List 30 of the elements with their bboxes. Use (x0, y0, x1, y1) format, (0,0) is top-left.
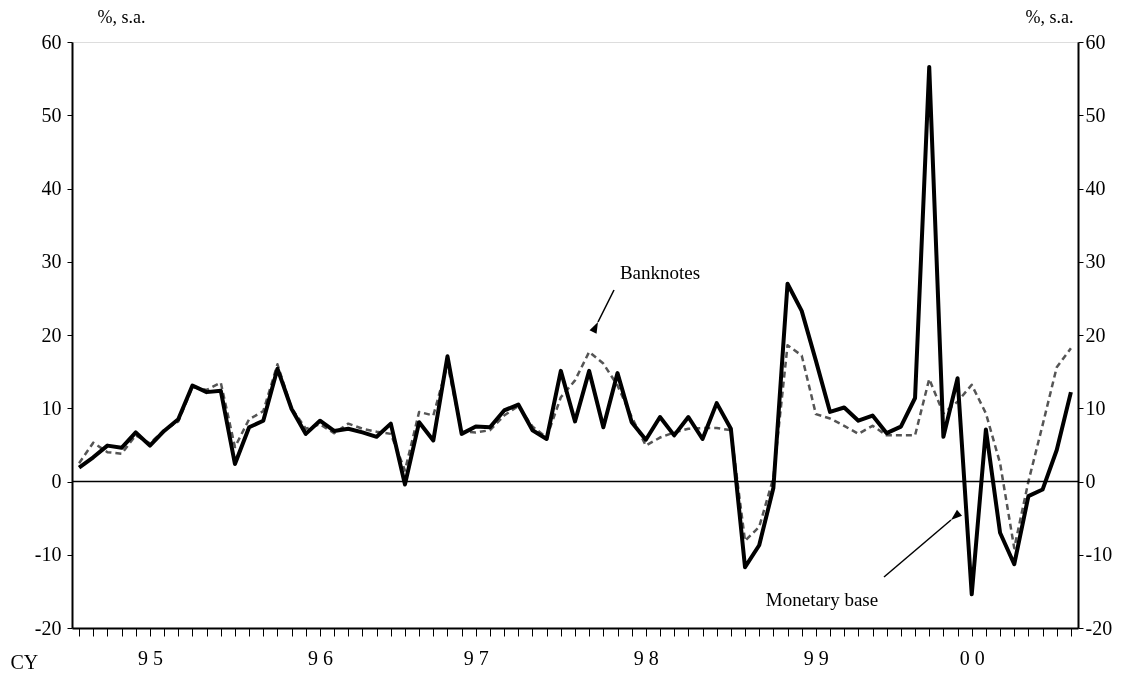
y2-tick-label: 20 (1085, 323, 1106, 346)
y-tick-label: 20 (41, 323, 62, 346)
y-axis-title: %, s.a. (97, 6, 146, 27)
y-tick-label: 40 (41, 177, 62, 199)
y2-tick-label: 10 (1085, 396, 1106, 419)
x-tick-label: 9 8 (633, 646, 659, 669)
annotation: Banknotes (619, 262, 701, 283)
x-axis-title: CY (10, 650, 39, 673)
x-tick-label: 9 9 (803, 646, 829, 669)
y2-tick-label: -20 (1085, 616, 1113, 639)
x-tick-label: 9 5 (137, 646, 163, 669)
y2-tick-label: 50 (1085, 103, 1106, 126)
y-tick-label: 60 (41, 30, 62, 53)
y-tick-label: 10 (41, 396, 62, 419)
y-tick-label: 30 (41, 250, 62, 273)
x-tick-label: 9 7 (463, 646, 489, 669)
y2-axis-title: %, s.a. (1025, 6, 1074, 27)
line-series (77, 344, 1073, 550)
y-tick-label: 0 (51, 470, 62, 492)
y2-tick-label: 0 (1085, 470, 1096, 492)
annotation: Monetary base (765, 589, 879, 610)
y2-tick-label: 60 (1085, 30, 1106, 53)
y-tick-label: 50 (41, 103, 62, 126)
y-tick-label: -10 (34, 543, 62, 566)
y2-tick-label: 40 (1085, 177, 1106, 199)
x-tick-label: 9 6 (307, 646, 333, 669)
y2-tick-label: 30 (1085, 250, 1106, 273)
y-tick-label: -20 (34, 616, 62, 639)
y2-tick-label: -10 (1085, 543, 1113, 566)
x-tick-label: 0 0 (959, 646, 985, 669)
